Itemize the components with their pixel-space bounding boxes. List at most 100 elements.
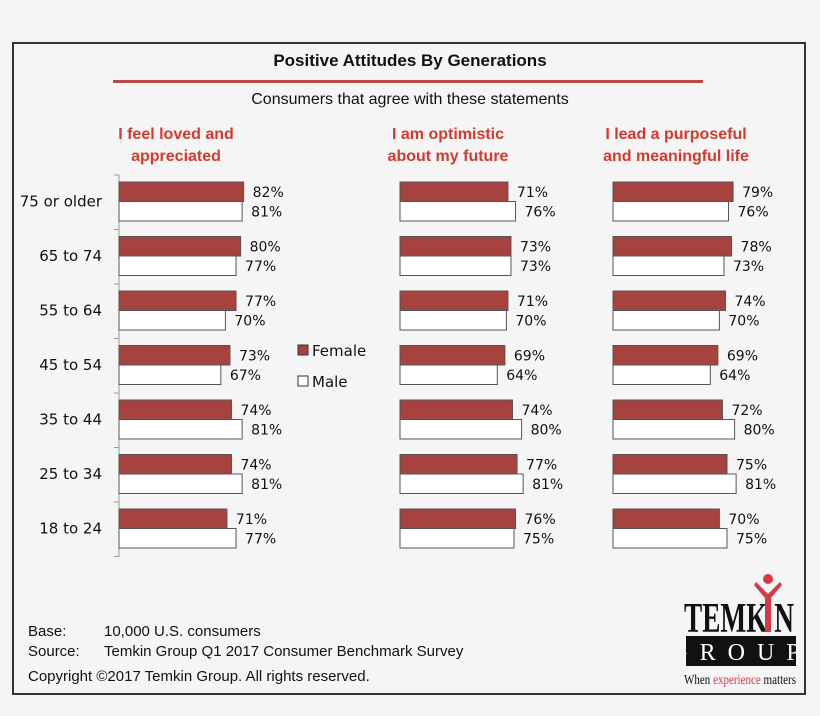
bar-female [399,399,513,420]
data-label: 74% [734,294,765,310]
source-label: Source: [28,643,80,660]
bar-male [399,255,512,276]
bar-male [118,528,237,549]
data-label: 71% [236,512,267,528]
bar-female [399,290,509,311]
bar-male [612,255,725,276]
data-label: 81% [532,477,563,493]
bar-female [399,236,512,257]
bar-male [399,528,515,549]
data-label: 70% [728,314,759,330]
data-label: 77% [245,294,276,310]
data-label: 70% [515,314,546,330]
data-label: 72% [731,403,762,419]
svg-text:When experience matters: When experience matters [684,673,796,688]
data-label: 71% [517,294,548,310]
bar-female [612,399,723,420]
data-label: 76% [525,512,556,528]
data-label: 80% [531,423,562,439]
data-label: 74% [521,403,552,419]
data-label: 78% [741,240,772,256]
panel-1-title: I feel loved and appreciated [118,126,234,165]
source-value: Temkin Group Q1 2017 Consumer Benchmark … [104,643,464,660]
legend-label-female: Female [312,342,366,360]
data-label: 74% [240,458,271,474]
bar-female [612,508,720,529]
bar-male [118,255,237,276]
base-label: Base: [28,623,67,640]
data-label: 73% [239,349,270,365]
svg-text:GROUP: GROUP [684,640,796,666]
bar-male [399,201,517,222]
bar-female [612,345,719,366]
data-label: 81% [251,205,282,221]
bar-female [612,290,726,311]
data-label: 73% [733,259,764,275]
bar-female [612,236,733,257]
data-label: 77% [245,532,276,548]
data-label: 64% [506,368,537,384]
base-value: 10,000 U.S. consumers [104,623,261,640]
bar-male [399,473,524,494]
data-label: 80% [250,240,281,256]
bar-female [118,454,232,475]
data-label: 77% [245,259,276,275]
data-label: 77% [526,458,557,474]
data-label: 79% [742,185,773,201]
bar-male [118,310,226,331]
bar-male [612,364,711,385]
data-label: 73% [520,259,551,275]
bar-male [399,419,523,440]
bar-male [612,419,736,440]
data-label: 70% [234,314,265,330]
data-label: 75% [736,532,767,548]
category-label: 55 to 64 [39,302,102,320]
chart-title: Positive Attitudes By Generations [273,51,547,70]
category-label: 45 to 54 [39,356,102,374]
category-label: 35 to 44 [39,411,102,429]
panel-2-title: I am optimistic about my future [387,126,509,165]
chart-subtitle: Consumers that agree with these statemen… [251,91,569,108]
temkin-group-logo: TEMK N GROUP When experience matters [684,574,796,690]
data-label: 81% [251,423,282,439]
data-label: 71% [517,185,548,201]
bar-male [399,364,498,385]
copyright: Copyright ©2017 Temkin Group. All rights… [28,668,370,685]
data-label: 69% [727,349,758,365]
data-label: 81% [745,477,776,493]
data-label: 64% [719,368,750,384]
legend-swatch-male [297,375,309,387]
bar-female [118,181,245,202]
bar-female [399,345,506,366]
bar-male [118,419,243,440]
data-label: 67% [230,368,261,384]
bar-male [118,201,243,222]
bar-female [118,345,231,366]
bar-female [118,399,232,420]
data-label: 75% [523,532,554,548]
data-label: 75% [736,458,767,474]
bar-female [118,236,242,257]
data-label: 81% [251,477,282,493]
data-label: 74% [240,403,271,419]
bar-female [612,181,734,202]
legend-swatch-female [297,344,309,356]
data-label: 80% [744,423,775,439]
bar-male [612,201,730,222]
category-label: 25 to 34 [39,465,102,483]
bar-male [612,528,728,549]
bar-female [399,454,518,475]
data-label: 76% [738,205,769,221]
bar-male [118,473,243,494]
data-label: 70% [728,512,759,528]
bar-male [612,473,737,494]
panel-3-title: I lead a purposeful and meaningful life [603,126,749,165]
title-rule [113,80,703,83]
bar-female [118,508,228,529]
data-label: 76% [525,205,556,221]
bar-male [612,310,720,331]
bar-female [118,290,237,311]
category-label: 65 to 74 [39,247,102,265]
data-label: 69% [514,349,545,365]
